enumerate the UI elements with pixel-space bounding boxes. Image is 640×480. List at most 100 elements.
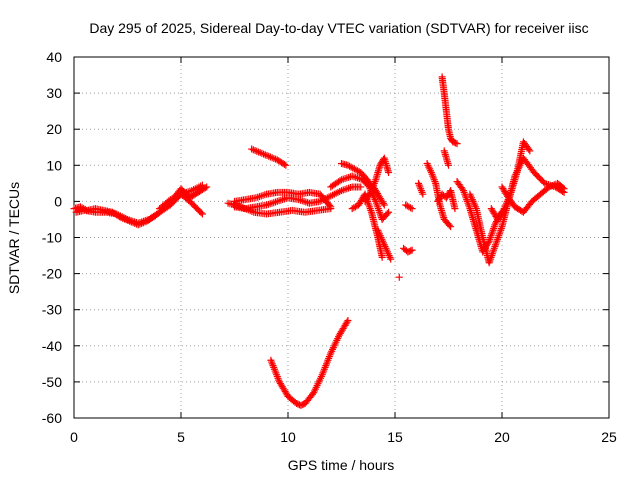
y-tick-label: -50	[42, 374, 62, 390]
data-point	[451, 205, 459, 213]
data-point	[559, 184, 567, 192]
data-point	[252, 194, 260, 202]
y-tick-label: -20	[42, 266, 62, 282]
data-point	[395, 273, 403, 281]
data-point	[275, 197, 283, 205]
data-point	[344, 317, 352, 325]
data-point	[259, 191, 267, 199]
data-point	[251, 146, 259, 154]
data-point	[263, 201, 271, 209]
data-point	[272, 155, 280, 163]
data-point	[254, 148, 262, 156]
data-point	[198, 210, 206, 218]
data-point	[351, 203, 359, 211]
data-point	[547, 182, 555, 190]
data-point	[343, 318, 351, 326]
data-point	[385, 169, 393, 177]
data-point	[258, 149, 266, 157]
data-point	[387, 255, 395, 263]
y-tick-label: -30	[42, 302, 62, 318]
data-point	[296, 196, 304, 204]
data-point	[346, 184, 354, 192]
data-point	[253, 147, 261, 155]
y-tick-label: 20	[46, 121, 62, 137]
data-point	[273, 197, 281, 205]
data-point	[445, 161, 452, 169]
grid-lines	[74, 57, 609, 418]
data-points	[70, 73, 568, 409]
data-point	[452, 139, 460, 147]
data-point	[499, 206, 507, 214]
data-point	[405, 203, 413, 211]
x-axis-label: GPS time / hours	[288, 457, 395, 473]
data-point	[248, 145, 256, 153]
data-point	[380, 201, 388, 209]
data-point	[203, 183, 211, 191]
data-point	[326, 201, 334, 209]
x-tick-label: 10	[280, 429, 296, 445]
data-point	[277, 196, 285, 204]
data-point	[268, 199, 276, 207]
data-point	[385, 208, 393, 216]
data-point	[419, 190, 427, 198]
data-point	[343, 174, 351, 182]
x-tick-label: 0	[70, 429, 78, 445]
data-point	[357, 183, 365, 191]
data-point	[407, 204, 415, 212]
y-tick-label: 30	[46, 85, 62, 101]
y-tick-label: -40	[42, 338, 62, 354]
data-point	[407, 247, 415, 255]
data-point	[282, 161, 290, 169]
chart-title: Day 295 of 2025, Sidereal Day-to-day VTE…	[89, 20, 588, 36]
data-point	[298, 197, 306, 205]
data-point	[255, 193, 263, 201]
data-point	[336, 177, 344, 185]
data-point	[256, 149, 264, 157]
data-point	[379, 199, 387, 207]
x-tick-label: 25	[601, 429, 617, 445]
data-point	[447, 223, 455, 231]
data-point	[264, 200, 272, 208]
data-point	[254, 193, 262, 201]
data-point	[266, 153, 274, 161]
data-point	[302, 198, 310, 206]
x-tick-label: 5	[177, 429, 185, 445]
data-point	[345, 184, 353, 192]
data-point	[345, 173, 353, 181]
data-point	[525, 145, 533, 153]
data-point	[343, 185, 351, 193]
data-point	[270, 154, 278, 162]
data-point	[263, 152, 271, 160]
data-point	[383, 210, 391, 218]
data-point	[300, 197, 308, 205]
data-point	[526, 147, 534, 155]
data-point	[265, 152, 273, 160]
data-point	[266, 200, 274, 208]
data-point	[261, 191, 269, 199]
data-point	[408, 246, 416, 254]
data-point	[348, 172, 356, 180]
data-point	[272, 198, 280, 206]
data-point	[352, 173, 360, 181]
data-point	[261, 151, 269, 159]
data-point	[327, 205, 335, 213]
data-point	[198, 181, 206, 189]
data-point	[268, 154, 276, 162]
data-point	[270, 199, 278, 207]
y-tick-label: -60	[42, 410, 62, 426]
data-point	[249, 146, 257, 154]
data-point	[134, 219, 142, 227]
x-tick-label: 20	[494, 429, 510, 445]
data-point	[453, 140, 461, 148]
data-point	[279, 196, 287, 204]
data-point	[197, 209, 205, 217]
y-tick-label: -10	[42, 230, 62, 246]
y-axis-label: SDTVAR / TECUs	[6, 182, 22, 294]
axis-ticks: 0 5 10 15 20 25 40 30 20 10 0 -10 -20 -30 -40 -50 -60	[42, 49, 617, 445]
data-point	[549, 182, 557, 190]
data-point	[545, 183, 553, 191]
data-point	[445, 221, 453, 229]
y-tick-label: 40	[46, 49, 62, 65]
